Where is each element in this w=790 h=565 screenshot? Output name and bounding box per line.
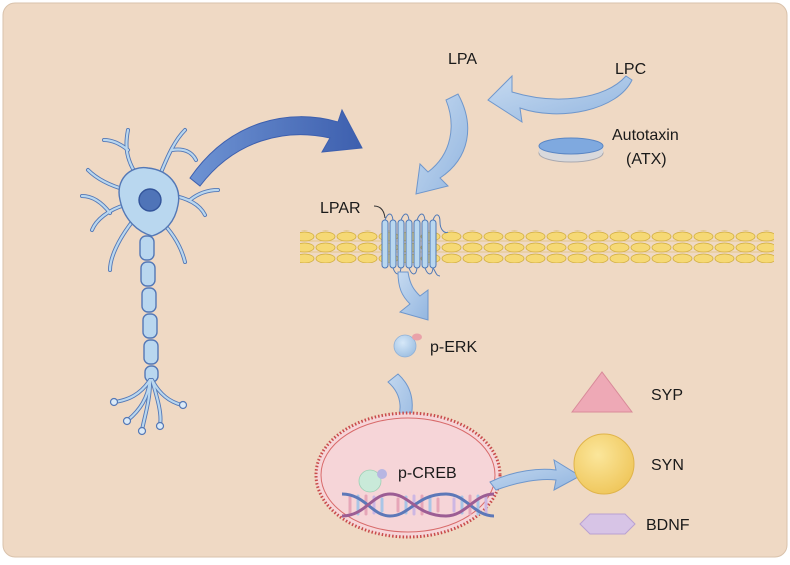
bdnf-hexagon-icon bbox=[579, 513, 636, 535]
neuron-icon bbox=[80, 128, 220, 436]
syp-triangle-icon bbox=[571, 371, 633, 413]
bdnf-label: BDNF bbox=[646, 517, 690, 534]
syn-circle-icon bbox=[573, 433, 635, 495]
autotaxin-label: Autotaxin bbox=[612, 127, 679, 144]
lpa-label: LPA bbox=[448, 51, 477, 68]
lpc-to-lpa-arrow bbox=[487, 74, 633, 124]
lpa-to-lpar-arrow bbox=[415, 93, 469, 195]
perk-molecule-icon bbox=[393, 333, 422, 358]
nucleus-inner bbox=[320, 417, 496, 533]
neuron-to-pathway-arrow bbox=[189, 108, 363, 187]
autotaxin-icon bbox=[538, 137, 604, 163]
lpar-to-perk-arrow bbox=[397, 271, 429, 321]
pcreb-label: p-CREB bbox=[398, 465, 457, 482]
atx-label: (ATX) bbox=[626, 151, 667, 168]
dna-helix-icon bbox=[341, 492, 495, 518]
lpar-label: LPAR bbox=[320, 200, 361, 217]
lpc-label: LPC bbox=[615, 61, 646, 78]
neuron-nucleus bbox=[138, 188, 162, 212]
syp-label: SYP bbox=[651, 387, 683, 404]
syn-label: SYN bbox=[651, 457, 684, 474]
cell-membrane bbox=[300, 230, 774, 263]
perk-label: p-ERK bbox=[430, 339, 477, 356]
lpar-pointer-line bbox=[373, 205, 386, 219]
pcreb-molecule-icon bbox=[358, 469, 387, 493]
lpar-receptor-icon bbox=[381, 213, 449, 277]
